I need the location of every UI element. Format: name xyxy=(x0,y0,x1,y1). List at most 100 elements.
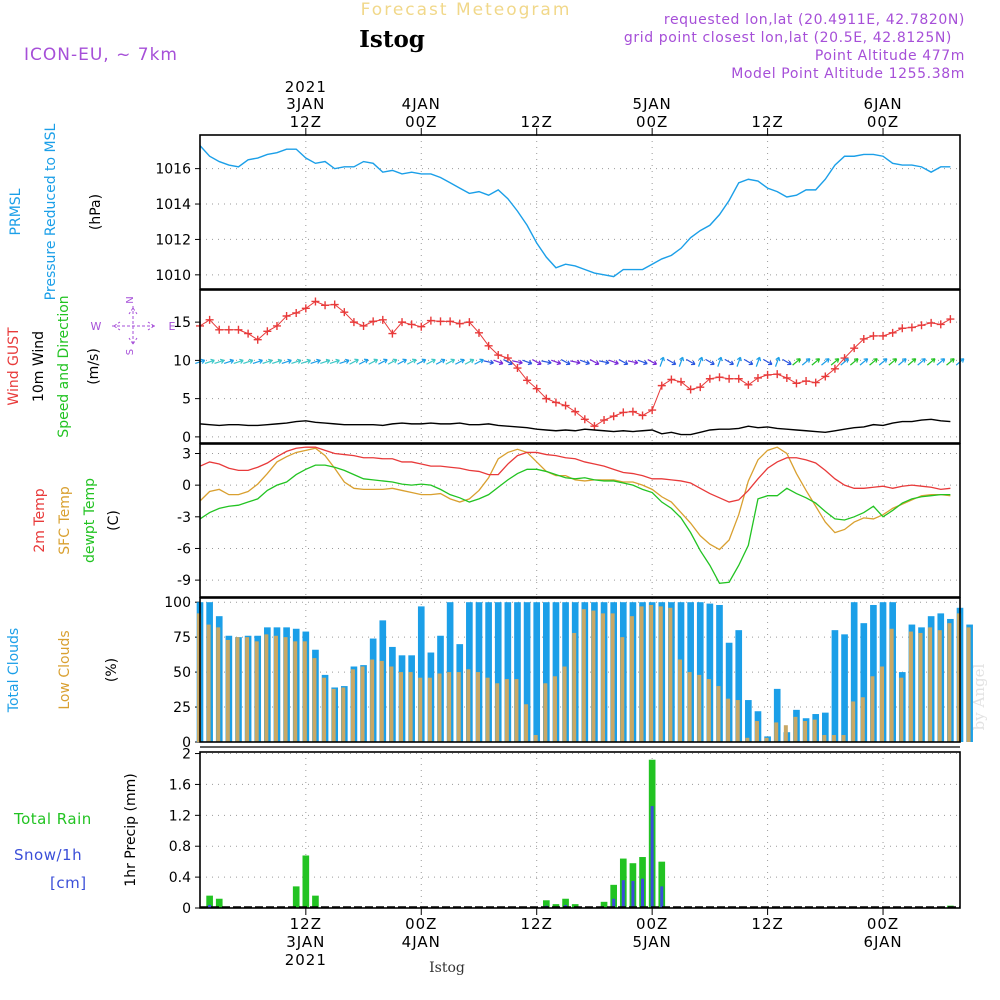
cloud-bar-total xyxy=(725,642,733,742)
footer-station: Istog xyxy=(429,960,465,976)
wind-direction-arrow xyxy=(801,358,811,366)
wind-direction-arrow xyxy=(358,358,369,365)
wind-direction-arrow xyxy=(291,358,302,365)
y-tick-label: 1.2 xyxy=(169,808,191,824)
cloud-bar-low xyxy=(216,627,221,742)
cloud-bar-low xyxy=(331,688,336,742)
wind-direction-arrow xyxy=(560,359,571,366)
gust-point xyxy=(465,318,474,327)
cloud-bar-low xyxy=(706,679,711,742)
gust-point xyxy=(600,416,609,425)
cloud-bar-low xyxy=(889,628,894,742)
gust-point xyxy=(321,301,330,310)
legend-snowh: Snow/1h xyxy=(14,846,82,864)
wind-direction-arrow xyxy=(599,359,610,365)
bottom-hour-label: 00Z xyxy=(636,915,668,933)
wind-direction-arrow xyxy=(627,359,639,365)
point-altitude: Point Altitude 477m xyxy=(815,48,965,64)
cloud-bar-low xyxy=(899,677,904,742)
precip-bar-snow xyxy=(631,880,635,908)
cloud-bar-low xyxy=(687,672,692,742)
cloud-bar-low xyxy=(408,672,413,742)
cloud-bar-low xyxy=(370,659,375,742)
cloud-bar-total xyxy=(514,602,521,742)
cloud-bar-low xyxy=(754,721,759,742)
cloud-bar-total xyxy=(716,604,723,742)
gust-point xyxy=(571,407,580,416)
gust-point xyxy=(619,408,628,417)
cloud-bar-low xyxy=(610,613,615,742)
model-label: ICON-EU, ~ 7km xyxy=(24,45,178,65)
gust-point xyxy=(580,415,589,424)
y-tick-label: 75 xyxy=(173,630,191,646)
gust-point xyxy=(455,319,464,328)
cloud-bar-low xyxy=(504,679,509,742)
wind-direction-arrow xyxy=(262,358,273,365)
cloud-bar-total xyxy=(687,602,694,742)
y-tick-label: 0 xyxy=(182,430,191,446)
y-tick-label: 0 xyxy=(182,901,191,917)
wind-direction-arrow xyxy=(272,358,283,365)
gust-point xyxy=(609,412,618,421)
compass-rose-arrows xyxy=(112,306,156,346)
gust-point xyxy=(253,335,262,344)
panel-frame-wind xyxy=(199,289,961,444)
cloud-bar-low xyxy=(447,672,452,742)
wind-direction-arrow xyxy=(666,358,677,366)
series-line-dewpt-temp xyxy=(199,464,951,584)
cloud-bar-low xyxy=(908,631,913,742)
cloud-bar-low xyxy=(543,683,548,742)
wind-direction-arrow xyxy=(830,358,840,366)
cloud-bar-low xyxy=(774,722,779,742)
precip-bar-rain xyxy=(552,904,560,908)
precip-bar-rain xyxy=(610,884,617,908)
wind-direction-arrow xyxy=(512,359,523,365)
compass-north-label: N xyxy=(125,296,136,303)
cloud-bar-low xyxy=(601,613,606,742)
wind-direction-arrow xyxy=(445,358,456,365)
gust-point xyxy=(773,370,782,379)
cloud-bar-low xyxy=(620,637,625,742)
top-day-label: 3JAN xyxy=(286,95,325,113)
wind-direction-arrow xyxy=(416,358,427,365)
gust-point xyxy=(677,377,686,386)
cloud-bar-total xyxy=(773,688,781,742)
gust-point xyxy=(792,379,801,388)
cloud-bar-low xyxy=(245,637,250,742)
cloud-bar-low xyxy=(552,676,557,742)
cloud-bar-total xyxy=(745,700,752,742)
wind-direction-arrow xyxy=(637,359,648,366)
bottom-day-label: 4JAN xyxy=(402,933,441,951)
cloud-bar-low xyxy=(668,607,673,742)
bottom-hour-label: 12Z xyxy=(751,915,783,933)
cloud-bar-low xyxy=(629,616,634,742)
gust-point xyxy=(590,422,599,431)
compass-west-label: W xyxy=(91,320,102,333)
wind-direction-arrow xyxy=(435,358,446,365)
gust-point xyxy=(369,317,378,326)
gust-point xyxy=(523,376,532,385)
bottom-year-label: 2021 xyxy=(285,951,327,969)
wind-direction-arrow xyxy=(406,358,417,365)
cloud-bar-total xyxy=(831,630,839,742)
cloud-bar-low xyxy=(880,666,885,742)
precip-bar-snow xyxy=(612,898,616,908)
wind-direction-arrow xyxy=(840,358,849,366)
y-tick-label: 5 xyxy=(182,392,191,408)
wind-direction-arrow xyxy=(926,358,936,366)
wind-direction-arrow xyxy=(717,356,723,367)
cloud-bar-total xyxy=(475,602,483,742)
model-point-altitude: Model Point Altitude 1255.38m xyxy=(731,66,965,82)
wind-direction-arrow xyxy=(589,359,600,366)
cloud-bar-low xyxy=(533,735,538,742)
gridpoint-lonlat: grid point closest lon,lat (20.5E, 42.81… xyxy=(624,30,952,46)
gust-point xyxy=(205,315,214,324)
gust-point xyxy=(917,321,926,330)
gust-point xyxy=(301,304,310,313)
top-hour-label: 12Z xyxy=(290,113,322,131)
wind-direction-arrow xyxy=(579,359,590,366)
wind-direction-arrow xyxy=(821,358,830,366)
bottom-hour-label: 00Z xyxy=(867,915,899,933)
wind-direction-arrow xyxy=(743,358,754,366)
cloud-bar-low xyxy=(841,735,846,742)
